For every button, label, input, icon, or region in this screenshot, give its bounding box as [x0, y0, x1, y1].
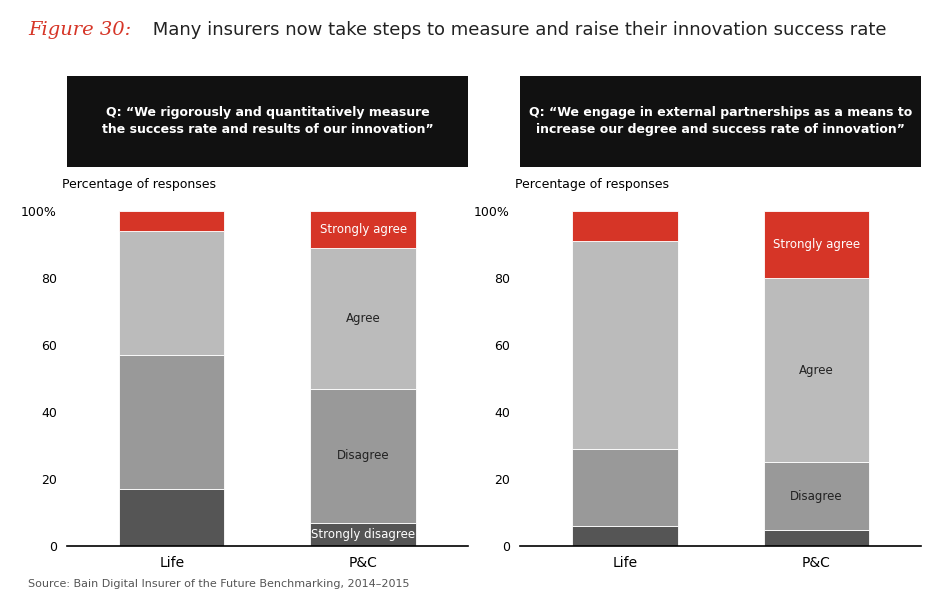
Bar: [119, 231, 224, 355]
Text: Agree: Agree: [346, 312, 381, 325]
Bar: [572, 449, 677, 526]
Bar: [311, 248, 416, 388]
Bar: [119, 211, 224, 231]
Text: Disagree: Disagree: [790, 489, 843, 503]
Bar: [311, 523, 416, 546]
Bar: [119, 489, 224, 546]
Bar: [119, 355, 224, 489]
Text: Percentage of responses: Percentage of responses: [62, 178, 216, 191]
Text: Many insurers now take steps to measure and raise their innovation success rate: Many insurers now take steps to measure …: [147, 21, 886, 39]
Bar: [311, 211, 416, 248]
Bar: [572, 211, 677, 241]
Text: Strongly disagree: Strongly disagree: [311, 528, 415, 541]
Text: Strongly agree: Strongly agree: [319, 223, 407, 236]
Text: Disagree: Disagree: [337, 449, 390, 463]
Bar: [572, 241, 677, 449]
Text: Q: “We rigorously and quantitatively measure
the success rate and results of our: Q: “We rigorously and quantitatively mea…: [102, 106, 433, 137]
Bar: [764, 529, 869, 546]
Bar: [764, 463, 869, 529]
Text: Percentage of responses: Percentage of responses: [515, 178, 669, 191]
Text: Q: “We engage in external partnerships as a means to
increase our degree and suc: Q: “We engage in external partnerships a…: [529, 106, 912, 137]
Bar: [764, 278, 869, 463]
Text: Figure 30:: Figure 30:: [28, 21, 132, 39]
Bar: [572, 526, 677, 546]
Bar: [311, 388, 416, 523]
Text: Source: Bain Digital Insurer of the Future Benchmarking, 2014–2015: Source: Bain Digital Insurer of the Futu…: [28, 579, 410, 589]
Text: Agree: Agree: [799, 364, 834, 377]
Bar: [764, 211, 869, 278]
Text: Strongly agree: Strongly agree: [772, 238, 860, 251]
